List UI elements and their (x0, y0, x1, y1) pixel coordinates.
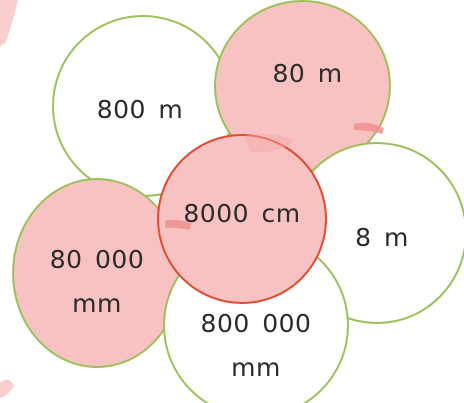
circle-label: 800 000 mm (200, 308, 312, 382)
circle-800-m[interactable]: 800 m (52, 15, 234, 197)
circle-80000-mm[interactable]: 80 000 mm (12, 178, 182, 368)
brush-stroke-bottomleft (0, 379, 14, 398)
circle-label: 8000 cm (183, 199, 301, 229)
circle-label: 80 000 mm (49, 245, 145, 318)
circle-8000-cm[interactable]: 8000 cm (157, 134, 327, 304)
circle-label: 800 m (96, 95, 184, 125)
circle-label: 80 m (272, 58, 343, 88)
circle-label: 8 m (355, 223, 409, 253)
brush-stroke-topleft (0, 0, 18, 46)
